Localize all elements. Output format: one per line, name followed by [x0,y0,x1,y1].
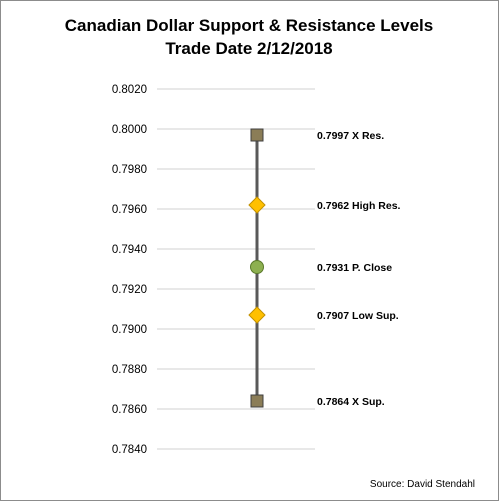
level-label: 0.7931 P. Close [317,262,392,274]
gridlines [157,88,315,450]
y-tick-label: 0.7860 [112,404,147,416]
level-label: 0.7997 X Res. [317,130,384,142]
level-label: 0.7962 High Res. [317,200,401,212]
level-label: 0.7864 X Sup. [317,396,385,408]
y-tick-label: 0.7840 [112,444,147,456]
level-label: 0.7907 Low Sup. [317,310,399,322]
y-tick-label: 0.7900 [112,324,147,336]
diamond-marker [248,306,266,324]
diamond-marker [248,196,266,214]
y-tick-label: 0.8020 [112,84,147,96]
level-markers [248,128,266,408]
y-tick-label: 0.7920 [112,284,147,296]
y-tick-label: 0.8000 [112,124,147,136]
y-tick-label: 0.7880 [112,364,147,376]
y-tick-label: 0.7980 [112,164,147,176]
y-axis-tick-labels: 0.8020 0.8000 0.7980 0.7960 0.7940 0.7920 0.79… [112,84,147,456]
chart-title-line-1: Canadian Dollar Support & Resistance Lev… [65,16,433,35]
source-credit: Source: David Stendahl [370,479,475,490]
level-labels: 0.7997 X Res. 0.7962 High Res. 0.7931 P. C… [317,130,401,408]
square-marker [250,128,264,142]
chart-title-line-2: Trade Date 2/12/2018 [165,39,332,58]
circle-marker [250,260,264,274]
square-marker [250,394,264,408]
y-tick-label: 0.7940 [112,244,147,256]
y-tick-label: 0.7960 [112,204,147,216]
